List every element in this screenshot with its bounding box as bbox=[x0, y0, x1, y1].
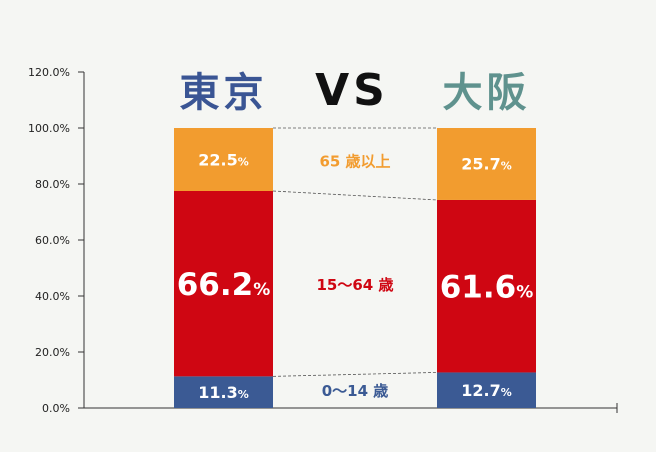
y-tick-label: 60.0% bbox=[35, 234, 70, 247]
y-tick-label: 100.0% bbox=[28, 122, 70, 135]
category-title: 東京 bbox=[180, 70, 268, 116]
vs-label: VS bbox=[315, 65, 389, 116]
data-label: 12.7% bbox=[461, 381, 512, 400]
y-tick-label: 120.0% bbox=[28, 66, 70, 79]
data-label: 11.3% bbox=[198, 383, 249, 402]
bar-segment bbox=[174, 376, 273, 408]
series-label: 15〜64 歳 bbox=[317, 276, 394, 294]
bar-segment bbox=[437, 128, 536, 200]
y-tick-label: 80.0% bbox=[35, 178, 70, 191]
y-tick-label: 0.0% bbox=[42, 402, 70, 415]
series-label: 0〜14 歳 bbox=[322, 382, 389, 400]
bar-segment bbox=[174, 191, 273, 377]
bar-segment bbox=[437, 372, 536, 408]
connector-line bbox=[272, 372, 438, 377]
bar-segment bbox=[174, 128, 273, 191]
y-tick-label: 20.0% bbox=[35, 346, 70, 359]
connector-line bbox=[272, 190, 438, 201]
series-label: 65 歳以上 bbox=[319, 153, 390, 171]
category-title: 大阪 bbox=[443, 70, 531, 116]
y-tick-label: 40.0% bbox=[35, 290, 70, 303]
data-label: 61.6% bbox=[440, 269, 534, 305]
data-label: 25.7% bbox=[461, 155, 512, 174]
bar-segment bbox=[437, 199, 536, 373]
data-label: 22.5% bbox=[198, 150, 249, 169]
data-label: 66.2% bbox=[177, 267, 271, 303]
